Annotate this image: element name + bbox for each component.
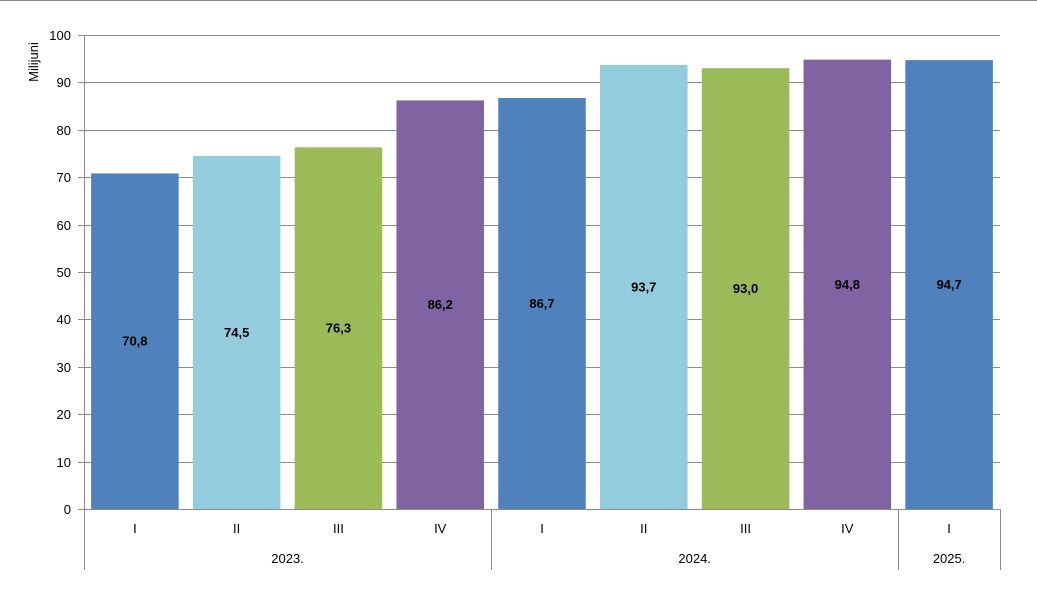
bar bbox=[91, 173, 179, 509]
y-axis-label: Milijuni bbox=[26, 42, 41, 82]
data-label: 76,3 bbox=[326, 321, 351, 336]
bar bbox=[294, 147, 383, 509]
y-tick-label: 40 bbox=[57, 312, 71, 327]
x-category-label: II bbox=[640, 521, 647, 536]
x-category-label: III bbox=[740, 521, 751, 536]
bar bbox=[600, 64, 688, 509]
y-tick-label: 30 bbox=[57, 360, 71, 375]
y-tick-label: 100 bbox=[49, 28, 71, 43]
y-tick-label: 50 bbox=[57, 265, 71, 280]
bar bbox=[498, 98, 586, 510]
bar bbox=[803, 59, 892, 509]
x-category-label: I bbox=[133, 521, 137, 536]
data-label: 93,0 bbox=[733, 281, 758, 296]
x-category-labels: I II III IV I II III IV I bbox=[133, 521, 951, 536]
data-label: 74,5 bbox=[224, 325, 249, 340]
x-category-label: I bbox=[947, 521, 951, 536]
y-tick-label: 80 bbox=[57, 123, 71, 138]
x-group-labels: 2023. 2024. 2025. bbox=[271, 551, 965, 566]
y-tick-labels: 0 10 20 30 40 50 60 70 80 90 100 bbox=[49, 28, 71, 517]
bar bbox=[905, 60, 993, 509]
bar bbox=[701, 68, 790, 510]
data-label: 86,2 bbox=[428, 297, 453, 312]
x-group-label: 2023. bbox=[271, 551, 304, 566]
y-tick-label: 10 bbox=[57, 455, 71, 470]
data-label: 70,8 bbox=[122, 334, 147, 349]
x-group-label: 2025. bbox=[933, 551, 966, 566]
y-tick-label: 70 bbox=[57, 170, 71, 185]
data-label: 93,7 bbox=[631, 279, 656, 294]
y-tick-label: 90 bbox=[57, 75, 71, 90]
x-group-label: 2024. bbox=[678, 551, 711, 566]
data-label: 94,7 bbox=[936, 277, 961, 292]
axes bbox=[84, 35, 1001, 570]
x-category-label: IV bbox=[841, 521, 854, 536]
data-label: 94,8 bbox=[835, 277, 860, 292]
x-category-label: II bbox=[233, 521, 240, 536]
bars bbox=[91, 59, 993, 510]
bar bbox=[192, 155, 281, 509]
bar bbox=[396, 100, 484, 510]
data-label: 86,7 bbox=[529, 296, 554, 311]
data-labels: 70,8 74,5 76,3 86,2 86,7 93,7 93,0 94,8 94,7 bbox=[122, 277, 962, 349]
x-category-label: I bbox=[540, 521, 544, 536]
y-tick-label: 60 bbox=[57, 218, 71, 233]
x-category-label: IV bbox=[434, 521, 447, 536]
y-tick-label: 20 bbox=[57, 407, 71, 422]
y-tick-label: 0 bbox=[64, 502, 71, 517]
x-category-label: III bbox=[333, 521, 344, 536]
